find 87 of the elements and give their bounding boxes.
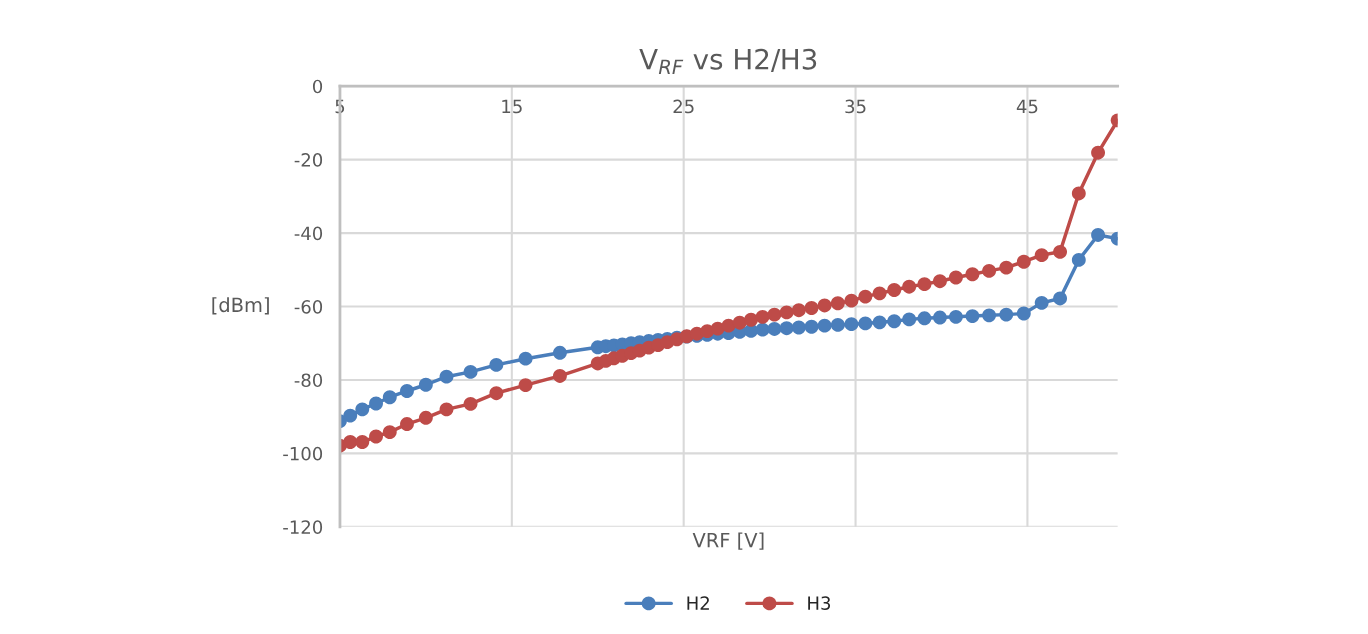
point <box>791 320 806 335</box>
point <box>767 321 782 336</box>
point <box>418 410 433 425</box>
point <box>887 283 902 297</box>
point <box>1034 295 1049 310</box>
point <box>355 402 370 417</box>
x-axis-title: VRF [V] <box>692 532 764 550</box>
point <box>887 314 902 329</box>
legend-label: H3 <box>808 596 831 610</box>
point <box>1016 254 1031 269</box>
point <box>1053 244 1068 259</box>
point <box>779 321 794 336</box>
point <box>917 311 932 326</box>
point <box>1053 291 1068 306</box>
x-tick-label: 45 <box>1016 99 1038 114</box>
point <box>382 425 397 440</box>
point <box>999 307 1014 322</box>
point <box>830 296 845 311</box>
point <box>1016 306 1031 321</box>
point <box>830 317 845 332</box>
point <box>872 315 887 330</box>
point <box>1071 252 1086 267</box>
point <box>817 298 832 313</box>
point <box>489 386 504 401</box>
x-tick-label: 25 <box>673 99 694 114</box>
point <box>369 429 383 444</box>
point <box>721 318 736 333</box>
point <box>744 312 758 327</box>
chart-title: V$_{RF}$ vs H2/H3 <box>639 48 817 74</box>
x-tick-label: 15 <box>502 99 522 114</box>
point <box>902 279 917 294</box>
point <box>858 289 873 304</box>
point <box>1091 145 1106 160</box>
point <box>999 260 1014 275</box>
point <box>933 274 947 289</box>
y-tick-label: -120 <box>283 520 323 534</box>
point <box>902 312 917 327</box>
point <box>553 368 567 383</box>
point <box>948 270 963 285</box>
point <box>489 357 504 372</box>
y-tick-label: -100 <box>283 446 323 461</box>
point <box>355 435 370 449</box>
point <box>965 309 980 324</box>
point <box>400 417 414 431</box>
point <box>343 435 358 449</box>
point <box>933 310 947 325</box>
y-axis-title: [dBm] <box>212 297 269 315</box>
point <box>804 319 819 334</box>
y-tick-label: -20 <box>294 153 323 167</box>
point <box>518 378 533 393</box>
point <box>439 402 454 417</box>
legend-label: H2 <box>687 596 709 610</box>
y-tick-label: -60 <box>294 300 323 314</box>
point <box>463 364 478 379</box>
point <box>1071 186 1086 201</box>
point <box>817 318 832 333</box>
point <box>844 293 859 308</box>
point <box>844 317 859 332</box>
point <box>463 396 478 411</box>
y-tick-label: -80 <box>294 373 323 388</box>
point <box>553 345 567 360</box>
point <box>965 267 980 282</box>
point <box>732 315 747 330</box>
x-tick-label: 35 <box>845 99 866 114</box>
point <box>518 351 533 366</box>
point <box>948 309 963 324</box>
point <box>343 408 358 423</box>
point <box>400 384 414 398</box>
point <box>1091 227 1106 242</box>
point <box>982 263 997 278</box>
point <box>755 309 770 324</box>
point <box>804 301 819 315</box>
point <box>917 277 932 292</box>
point <box>418 377 433 392</box>
y-tick-label: -40 <box>294 226 323 241</box>
point <box>382 390 397 405</box>
point <box>858 316 873 331</box>
y-tick-label: 0 <box>312 79 323 94</box>
point <box>791 303 806 318</box>
point <box>779 305 794 320</box>
point <box>755 322 770 337</box>
point <box>1034 248 1049 263</box>
point <box>369 396 383 411</box>
point <box>439 369 454 384</box>
point <box>982 308 997 323</box>
point <box>767 307 782 322</box>
point <box>872 286 887 301</box>
